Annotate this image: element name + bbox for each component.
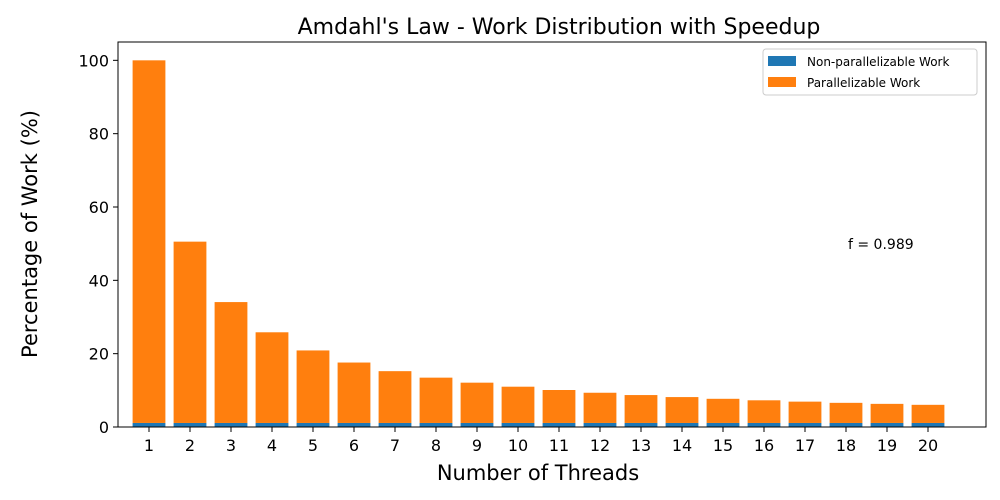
bar-non-parallelizable-2 [173, 422, 207, 427]
bar-non-parallelizable-5 [296, 422, 330, 427]
bar-non-parallelizable-1 [132, 422, 166, 427]
x-tick-label-15: 15 [713, 436, 733, 455]
bar-parallelizable-12 [583, 392, 617, 423]
y-tick-label-60: 60 [89, 198, 109, 217]
bar-non-parallelizable-19 [870, 422, 904, 427]
bar-non-parallelizable-15 [706, 422, 740, 427]
x-tick-label-8: 8 [431, 436, 441, 455]
x-axis-ticks: 1 2 3 4 5 6 7 8 9 10 11 12 13 14 15 16 17 18 19 20 [144, 427, 938, 455]
bar-parallelizable-6 [337, 362, 371, 423]
bar-parallelizable-4 [255, 332, 289, 423]
bar-non-parallelizable-12 [583, 422, 617, 427]
plot-frame [117, 41, 987, 428]
legend-box [762, 48, 978, 96]
bar-parallelizable-5 [296, 350, 330, 423]
x-tick-label-11: 11 [549, 436, 569, 455]
chart-title: Amdahl's Law - Work Distribution with Sp… [298, 15, 821, 40]
legend: Non-parallelizable Work Parallelizable W… [762, 48, 978, 96]
bar-non-parallelizable-6 [337, 422, 371, 427]
y-axis-label: Percentage of Work (%) [18, 110, 42, 358]
bar-non-parallelizable-10 [501, 422, 535, 427]
legend-label-parallelizable: Parallelizable Work [807, 76, 920, 90]
bar-non-parallelizable-13 [624, 422, 658, 427]
x-tick-label-1: 1 [144, 436, 154, 455]
bar-non-parallelizable-20 [911, 422, 945, 427]
x-tick-label-6: 6 [349, 436, 359, 455]
bar-parallelizable-3 [214, 302, 248, 423]
y-tick-label-40: 40 [89, 271, 109, 290]
bar-non-parallelizable-4 [255, 422, 289, 427]
x-tick-label-9: 9 [472, 436, 482, 455]
bar-non-parallelizable-9 [460, 422, 494, 427]
bar-non-parallelizable-16 [747, 422, 781, 427]
x-tick-label-13: 13 [631, 436, 651, 455]
y-axis-ticks: 0 20 40 60 80 100 [78, 51, 118, 437]
legend-swatch-parallelizable [768, 77, 796, 87]
bar-non-parallelizable-18 [829, 422, 863, 427]
x-tick-label-2: 2 [185, 436, 195, 455]
bar-parallelizable-10 [501, 386, 535, 423]
bar-non-parallelizable-8 [419, 422, 453, 427]
legend-swatch-non-parallelizable [768, 56, 796, 66]
x-tick-label-12: 12 [590, 436, 610, 455]
bar-non-parallelizable-11 [542, 422, 576, 427]
x-tick-label-5: 5 [308, 436, 318, 455]
bar-parallelizable-8 [419, 377, 453, 423]
bar-non-parallelizable-14 [665, 422, 699, 427]
bar-parallelizable-17 [788, 401, 822, 423]
x-tick-label-14: 14 [672, 436, 692, 455]
bars-layer [132, 60, 945, 427]
bar-parallelizable-15 [706, 398, 740, 423]
legend-label-non-parallelizable: Non-parallelizable Work [807, 55, 949, 69]
x-tick-label-17: 17 [795, 436, 815, 455]
y-tick-label-100: 100 [78, 51, 109, 70]
bar-parallelizable-13 [624, 395, 658, 423]
bar-parallelizable-9 [460, 382, 494, 423]
annotation-text: f = 0.989 [848, 237, 914, 253]
x-tick-label-19: 19 [877, 436, 897, 455]
y-tick-label-80: 80 [89, 125, 109, 144]
x-tick-label-4: 4 [267, 436, 277, 455]
bar-parallelizable-1 [132, 60, 166, 423]
bar-parallelizable-16 [747, 400, 781, 423]
x-tick-label-20: 20 [918, 436, 938, 455]
bar-non-parallelizable-3 [214, 422, 248, 427]
x-axis-label: Number of Threads [437, 461, 639, 485]
bar-parallelizable-14 [665, 397, 699, 423]
bar-parallelizable-7 [378, 371, 412, 423]
bar-parallelizable-20 [911, 404, 945, 423]
x-tick-label-7: 7 [390, 436, 400, 455]
bar-non-parallelizable-7 [378, 422, 412, 427]
bar-parallelizable-19 [870, 403, 904, 423]
bar-parallelizable-18 [829, 402, 863, 423]
bar-parallelizable-2 [173, 241, 207, 423]
bar-non-parallelizable-17 [788, 422, 822, 427]
y-tick-label-0: 0 [99, 418, 109, 437]
x-tick-label-18: 18 [836, 436, 856, 455]
x-tick-label-3: 3 [226, 436, 236, 455]
y-tick-label-20: 20 [89, 345, 109, 364]
x-tick-label-16: 16 [754, 436, 774, 455]
x-tick-label-10: 10 [508, 436, 528, 455]
bar-parallelizable-11 [542, 390, 576, 423]
